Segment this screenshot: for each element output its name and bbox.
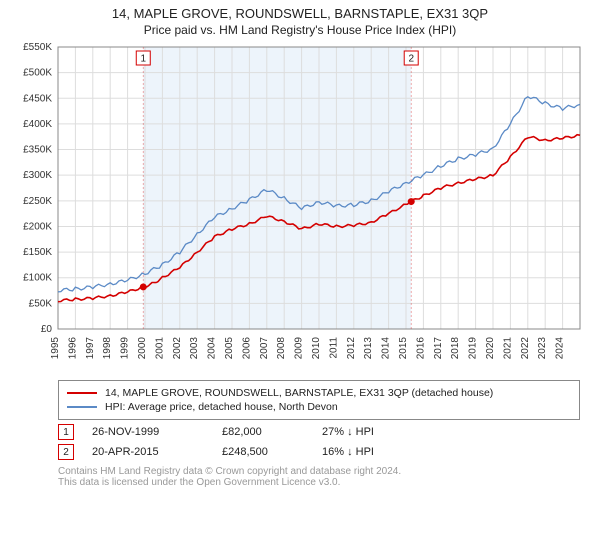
legend-label: 14, MAPLE GROVE, ROUNDSWELL, BARNSTAPLE,…: [105, 387, 493, 399]
svg-text:2017: 2017: [433, 337, 444, 360]
svg-text:2006: 2006: [241, 337, 252, 360]
tx-date: 26-NOV-1999: [92, 426, 222, 438]
chart-container: 14, MAPLE GROVE, ROUNDSWELL, BARNSTAPLE,…: [0, 0, 600, 488]
svg-text:1997: 1997: [85, 337, 96, 360]
table-row: 2 20-APR-2015 £248,500 16% ↓ HPI: [58, 444, 580, 460]
svg-text:£550K: £550K: [23, 42, 52, 53]
tx-date: 20-APR-2015: [92, 446, 222, 458]
svg-text:£300K: £300K: [23, 170, 52, 181]
svg-text:2018: 2018: [450, 337, 461, 360]
svg-text:£450K: £450K: [23, 93, 52, 104]
svg-text:2010: 2010: [311, 337, 322, 360]
svg-text:2016: 2016: [415, 337, 426, 360]
footer-line: Contains HM Land Registry data © Crown c…: [58, 466, 580, 477]
svg-text:2013: 2013: [363, 337, 374, 360]
footer-line: This data is licensed under the Open Gov…: [58, 477, 580, 488]
svg-text:2021: 2021: [502, 337, 513, 360]
legend-swatch: [67, 406, 97, 408]
svg-text:2005: 2005: [224, 337, 235, 360]
svg-text:1999: 1999: [120, 337, 131, 360]
svg-text:2007: 2007: [259, 337, 270, 360]
marker-badge: 2: [58, 444, 74, 460]
chart-title: 14, MAPLE GROVE, ROUNDSWELL, BARNSTAPLE,…: [4, 6, 596, 21]
chart-area: £0 £50K £100K £150K £200K £250K £300K £350K £400…: [0, 39, 600, 374]
svg-text:2014: 2014: [381, 337, 392, 360]
svg-text:£0: £0: [41, 324, 53, 335]
tx-pct: 27% ↓ HPI: [322, 426, 432, 438]
svg-text:£250K: £250K: [23, 196, 52, 207]
svg-text:2002: 2002: [172, 337, 183, 360]
svg-text:2022: 2022: [520, 337, 531, 360]
svg-text:2004: 2004: [207, 337, 218, 360]
svg-text:2020: 2020: [485, 337, 496, 360]
title-block: 14, MAPLE GROVE, ROUNDSWELL, BARNSTAPLE,…: [0, 0, 600, 39]
legend-row: HPI: Average price, detached house, Nort…: [67, 401, 571, 413]
tx-price: £82,000: [222, 426, 322, 438]
svg-text:£50K: £50K: [29, 298, 53, 309]
svg-text:2003: 2003: [189, 337, 200, 360]
legend-row: 14, MAPLE GROVE, ROUNDSWELL, BARNSTAPLE,…: [67, 387, 571, 399]
transactions-table: 1 26-NOV-1999 £82,000 27% ↓ HPI 2 20-APR…: [58, 424, 580, 460]
svg-text:£200K: £200K: [23, 221, 52, 232]
svg-text:1996: 1996: [67, 337, 78, 360]
svg-text:2000: 2000: [137, 337, 148, 360]
svg-text:1995: 1995: [50, 337, 61, 360]
svg-text:1: 1: [140, 54, 146, 65]
legend-swatch: [67, 392, 97, 394]
svg-text:£100K: £100K: [23, 273, 52, 284]
svg-text:1998: 1998: [102, 337, 113, 360]
svg-text:2023: 2023: [537, 337, 548, 360]
svg-text:2001: 2001: [154, 337, 165, 360]
chart-subtitle: Price paid vs. HM Land Registry's House …: [4, 23, 596, 37]
svg-text:£500K: £500K: [23, 68, 52, 79]
footer: Contains HM Land Registry data © Crown c…: [58, 466, 580, 488]
tx-price: £248,500: [222, 446, 322, 458]
svg-text:2: 2: [408, 54, 414, 65]
table-row: 1 26-NOV-1999 £82,000 27% ↓ HPI: [58, 424, 580, 440]
svg-text:£150K: £150K: [23, 247, 52, 258]
svg-text:2015: 2015: [398, 337, 409, 360]
legend-label: HPI: Average price, detached house, Nort…: [105, 401, 338, 413]
svg-text:2012: 2012: [346, 337, 357, 360]
tx-pct: 16% ↓ HPI: [322, 446, 432, 458]
svg-text:£400K: £400K: [23, 119, 52, 130]
svg-text:2009: 2009: [294, 337, 305, 360]
svg-text:£350K: £350K: [23, 145, 52, 156]
svg-text:2019: 2019: [468, 337, 479, 360]
line-chart: £0 £50K £100K £150K £200K £250K £300K £350K £400…: [0, 39, 600, 374]
svg-text:2011: 2011: [328, 337, 339, 359]
marker-badge: 1: [58, 424, 74, 440]
svg-text:2008: 2008: [276, 337, 287, 360]
legend: 14, MAPLE GROVE, ROUNDSWELL, BARNSTAPLE,…: [58, 380, 580, 420]
svg-text:2024: 2024: [555, 337, 566, 360]
